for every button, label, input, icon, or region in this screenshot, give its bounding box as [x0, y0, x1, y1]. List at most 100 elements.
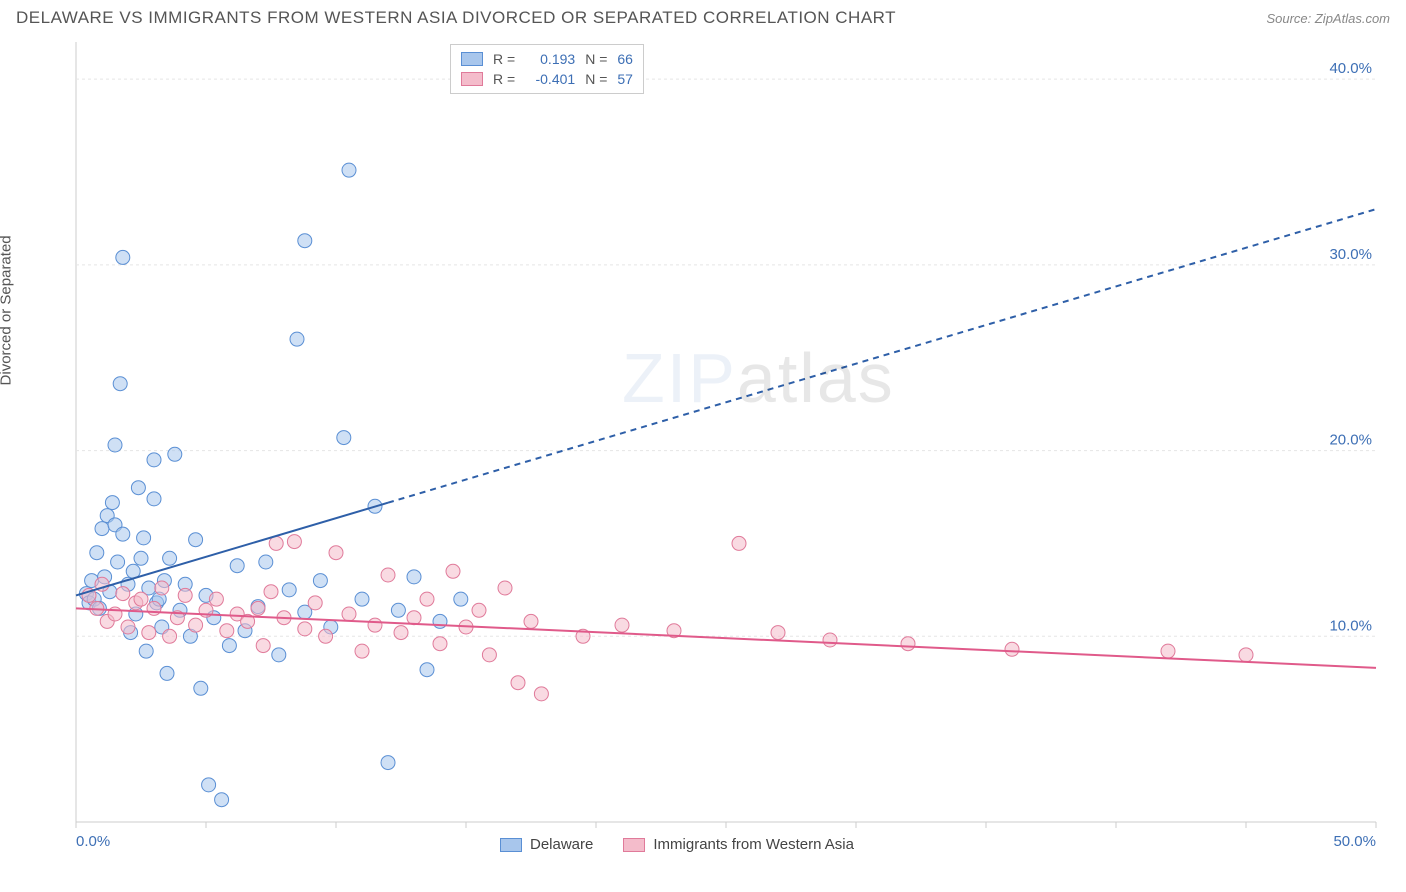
data-point: [105, 496, 119, 510]
x-tick-label: 0.0%: [76, 833, 110, 850]
scatter-chart-svg: 10.0%20.0%30.0%40.0%0.0%50.0%: [16, 32, 1386, 872]
data-point: [95, 522, 109, 536]
data-point: [251, 601, 265, 615]
y-axis-label: Divorced or Separated: [0, 235, 15, 385]
data-point: [220, 624, 234, 638]
data-point: [524, 614, 538, 628]
data-point: [168, 447, 182, 461]
data-point: [160, 666, 174, 680]
x-tick-label: 50.0%: [1333, 833, 1376, 850]
y-tick-label: 20.0%: [1329, 432, 1372, 449]
r-label: R =: [493, 71, 515, 87]
legend-swatch: [461, 52, 483, 66]
data-point: [113, 377, 127, 391]
data-point: [272, 648, 286, 662]
data-point: [256, 639, 270, 653]
data-point: [472, 603, 486, 617]
data-point: [121, 620, 135, 634]
data-point: [147, 453, 161, 467]
data-point: [298, 622, 312, 636]
data-point: [230, 559, 244, 573]
data-point: [282, 583, 296, 597]
data-point: [259, 555, 273, 569]
n-value: 66: [617, 51, 633, 67]
r-label: R =: [493, 51, 515, 67]
trend-line-extrapolated: [388, 209, 1376, 503]
data-point: [454, 592, 468, 606]
data-point: [189, 618, 203, 632]
data-point: [319, 629, 333, 643]
data-point: [391, 603, 405, 617]
data-point: [342, 607, 356, 621]
data-point: [264, 585, 278, 599]
data-point: [178, 588, 192, 602]
data-point: [139, 644, 153, 658]
data-point: [482, 648, 496, 662]
data-point: [131, 481, 145, 495]
data-point: [901, 637, 915, 651]
legend-series-label: Immigrants from Western Asia: [653, 836, 854, 853]
data-point: [381, 756, 395, 770]
legend-stat-row: R = -0.401 N = 57: [461, 69, 633, 89]
data-point: [194, 681, 208, 695]
correlation-legend: R =0.193N =66R =-0.401N =57: [450, 44, 644, 94]
data-point: [142, 626, 156, 640]
series-legend: Delaware Immigrants from Western Asia: [500, 836, 854, 853]
data-point: [90, 546, 104, 560]
data-point: [134, 592, 148, 606]
data-point: [116, 250, 130, 264]
data-point: [337, 431, 351, 445]
data-point: [394, 626, 408, 640]
n-label: N =: [585, 51, 607, 67]
legend-swatch: [623, 838, 645, 852]
legend-swatch: [461, 72, 483, 86]
data-point: [823, 633, 837, 647]
data-point: [108, 438, 122, 452]
data-point: [116, 587, 130, 601]
data-point: [420, 663, 434, 677]
data-point: [147, 492, 161, 506]
source-label: Source: ZipAtlas.com: [1266, 11, 1390, 26]
data-point: [1239, 648, 1253, 662]
data-point: [420, 592, 434, 606]
data-point: [137, 531, 151, 545]
data-point: [116, 527, 130, 541]
data-point: [615, 618, 629, 632]
data-point: [329, 546, 343, 560]
n-value: 57: [617, 71, 633, 87]
data-point: [147, 601, 161, 615]
trend-line: [76, 608, 1376, 667]
data-point: [111, 555, 125, 569]
data-point: [355, 644, 369, 658]
data-point: [355, 592, 369, 606]
data-point: [163, 551, 177, 565]
data-point: [189, 533, 203, 547]
r-value: -0.401: [525, 71, 575, 87]
y-tick-label: 30.0%: [1329, 246, 1372, 263]
data-point: [407, 570, 421, 584]
chart-title: DELAWARE VS IMMIGRANTS FROM WESTERN ASIA…: [16, 8, 896, 28]
legend-swatch: [500, 838, 522, 852]
legend-stat-row: R =0.193N =66: [461, 49, 633, 69]
data-point: [287, 535, 301, 549]
legend-series-item: Delaware: [500, 836, 593, 853]
data-point: [163, 629, 177, 643]
y-tick-label: 40.0%: [1329, 60, 1372, 77]
data-point: [381, 568, 395, 582]
data-point: [155, 581, 169, 595]
legend-series-item: Immigrants from Western Asia: [623, 836, 854, 853]
n-label: N =: [585, 71, 607, 87]
data-point: [298, 234, 312, 248]
data-point: [433, 614, 447, 628]
data-point: [215, 793, 229, 807]
chart-area: Divorced or Separated 10.0%20.0%30.0%40.…: [16, 32, 1390, 872]
legend-series-label: Delaware: [530, 836, 593, 853]
data-point: [202, 778, 216, 792]
data-point: [1161, 644, 1175, 658]
data-point: [308, 596, 322, 610]
data-point: [134, 551, 148, 565]
data-point: [342, 163, 356, 177]
data-point: [313, 574, 327, 588]
data-point: [222, 639, 236, 653]
data-point: [446, 564, 460, 578]
